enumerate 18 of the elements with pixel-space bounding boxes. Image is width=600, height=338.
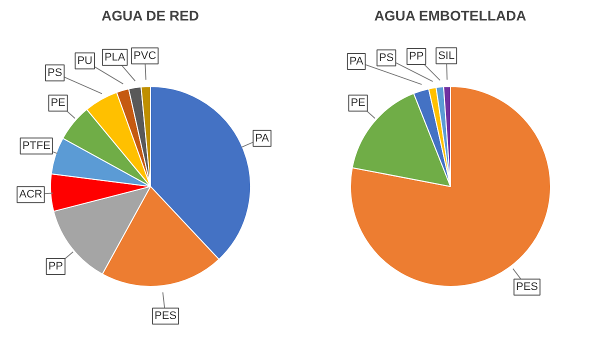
slice-label: PES [154, 310, 177, 322]
slice-label: PES [516, 281, 538, 294]
slice-label: PP [48, 260, 64, 273]
slice-label: PS [48, 66, 62, 79]
chart-title: AGUA DE RED [101, 8, 199, 24]
slice-label: PVC [134, 50, 156, 62]
slice-label: PE [350, 97, 366, 110]
slice-label: PS [379, 52, 394, 64]
slice-label: PE [50, 97, 66, 110]
slice-label: PA [255, 132, 270, 144]
chart-title: AGUA EMBOTELLADA [374, 8, 526, 24]
slice-label: PA [349, 56, 364, 68]
legend-label: PLA [104, 51, 126, 64]
slice-label: ACR [19, 188, 42, 201]
slice-label: PP [409, 50, 424, 62]
slice-label: PTFE [22, 140, 50, 152]
slice-label: PU [77, 54, 93, 67]
slice-label: SIL [438, 50, 455, 62]
